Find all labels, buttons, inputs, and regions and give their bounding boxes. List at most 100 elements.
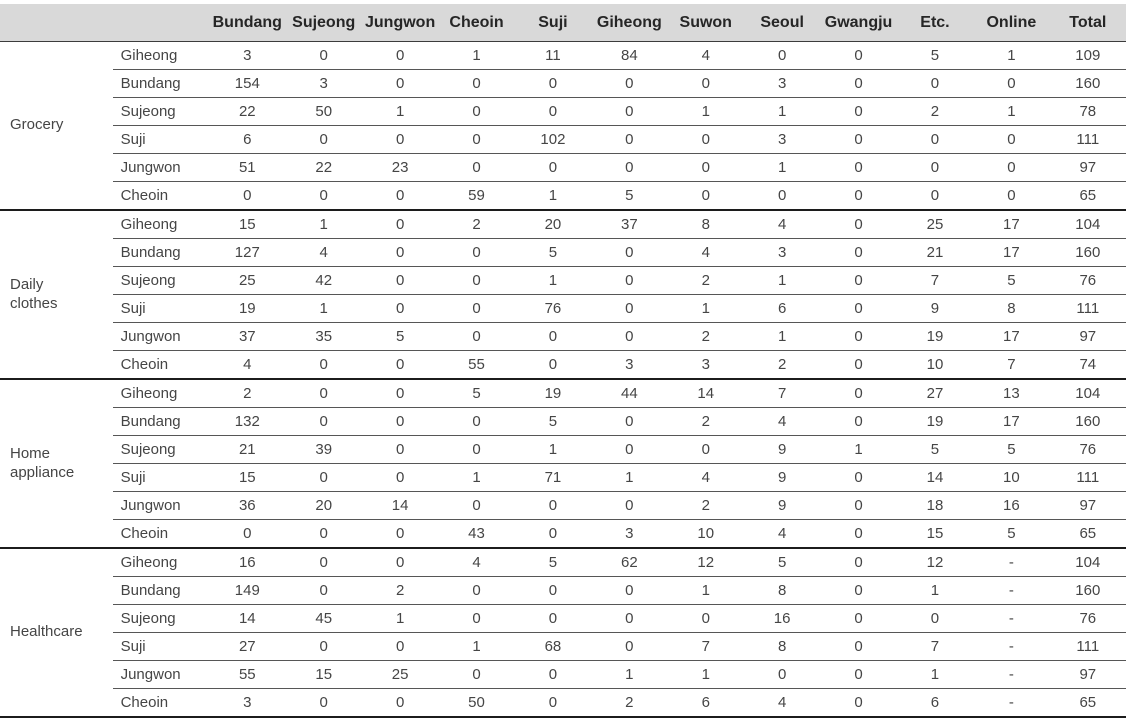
value-cell: 0 xyxy=(361,519,439,549)
value-cell: 1 xyxy=(591,463,668,492)
value-cell: 11 xyxy=(514,41,592,70)
table-row: Grocery Giheong 3 0 0 1 11 84 4 0 0 5 1 109 xyxy=(0,41,1126,211)
table-header: Bundang Sujeong Jungwon Cheoin Suji Giheong Su… xyxy=(0,4,1126,42)
value-cell: 97 xyxy=(1049,491,1126,520)
value-cell: 0 xyxy=(361,688,439,718)
value-cell: 0 xyxy=(820,181,897,211)
value-cell: 1 xyxy=(361,604,439,633)
value-cell: 3 xyxy=(743,125,821,154)
value-cell: 59 xyxy=(438,181,515,211)
value-cell: 97 xyxy=(1049,153,1126,182)
value-cell: 0 xyxy=(820,632,897,661)
value-cell: 160 xyxy=(1049,407,1126,436)
value-cell: - xyxy=(973,688,1050,718)
value-cell: 149 xyxy=(209,576,286,605)
row-label-cell: Cheoin xyxy=(112,350,210,380)
value-cell: 3 xyxy=(667,350,744,380)
value-cell: 5 xyxy=(514,548,592,577)
value-cell: 0 xyxy=(514,491,592,520)
value-cell: 4 xyxy=(743,519,821,549)
value-cell: 0 xyxy=(820,407,897,436)
value-cell: 1 xyxy=(896,576,974,605)
value-cell: 0 xyxy=(591,632,668,661)
table-body: Grocery Giheong 3 0 0 1 11 84 4 0 0 5 1 109 Bundang 154… xyxy=(0,41,1126,718)
value-cell: 10 xyxy=(973,463,1050,492)
value-cell: 4 xyxy=(667,238,744,267)
value-cell: 36 xyxy=(209,491,286,520)
value-cell: 0 xyxy=(285,350,362,380)
value-cell: 160 xyxy=(1049,576,1126,605)
value-cell: 0 xyxy=(667,69,744,98)
value-cell: 76 xyxy=(514,294,592,323)
value-cell: 0 xyxy=(514,97,592,126)
value-cell: 0 xyxy=(820,604,897,633)
value-cell: 97 xyxy=(1049,322,1126,351)
value-cell: 1 xyxy=(743,322,821,351)
value-cell: 78 xyxy=(1049,97,1126,126)
table-row: Bundang 154 3 0 0 0 0 0 3 0 0 0 160 xyxy=(0,69,1126,98)
value-cell: 62 xyxy=(591,548,668,577)
value-cell: 19 xyxy=(209,294,286,323)
value-cell: 8 xyxy=(973,294,1050,323)
value-cell: 4 xyxy=(209,350,286,380)
value-cell: 5 xyxy=(896,435,974,464)
header-row: Bundang Sujeong Jungwon Cheoin Suji Giheong Su… xyxy=(0,4,1126,42)
value-cell: 104 xyxy=(1049,548,1126,577)
value-cell: 5 xyxy=(361,322,439,351)
value-cell: 0 xyxy=(820,688,897,718)
value-cell: 5 xyxy=(743,548,821,577)
value-cell: 0 xyxy=(591,322,668,351)
row-label-cell: Jungwon xyxy=(112,322,210,351)
value-cell: 1 xyxy=(667,97,744,126)
value-cell: 0 xyxy=(591,125,668,154)
value-cell: 0 xyxy=(285,407,362,436)
value-cell: 16 xyxy=(209,548,286,577)
value-cell: 21 xyxy=(209,435,286,464)
value-cell: 19 xyxy=(514,379,592,408)
value-cell: 0 xyxy=(285,379,362,408)
value-cell: 39 xyxy=(285,435,362,464)
table-row: Sujeong 14 45 1 0 0 0 0 16 0 0-76 xyxy=(0,604,1126,633)
row-label-cell: Bundang xyxy=(112,576,210,605)
value-cell: 127 xyxy=(209,238,286,267)
value-cell: 7 xyxy=(743,379,821,408)
value-cell: 1 xyxy=(667,576,744,605)
value-cell: - xyxy=(973,604,1050,633)
value-cell: 76 xyxy=(1049,435,1126,464)
value-cell: 3 xyxy=(743,69,821,98)
value-cell: 76 xyxy=(1049,604,1126,633)
value-cell: 25 xyxy=(209,266,286,295)
value-cell: 1 xyxy=(743,266,821,295)
value-cell: 1 xyxy=(743,153,821,182)
table-row: Sujeong 21 39 0 0 1 0 0 9 1 5 5 76 xyxy=(0,435,1126,464)
value-cell: 0 xyxy=(820,576,897,605)
value-cell: 0 xyxy=(438,153,515,182)
value-cell: 0 xyxy=(209,519,286,549)
value-cell: 27 xyxy=(896,379,974,408)
value-cell: 0 xyxy=(591,153,668,182)
value-cell: 0 xyxy=(820,379,897,408)
table-row: Sujeong 25 42 0 0 1 0 2 1 0 7 5 76 xyxy=(0,266,1126,295)
value-cell: 23 xyxy=(361,153,439,182)
table-row: Cheoin 4 0 0 55 0 3 3 2 0 10 7 74 xyxy=(0,350,1126,380)
row-label-cell: Sujeong xyxy=(112,435,210,464)
category-cell: Home appliance xyxy=(0,379,113,549)
column-header: Suwon xyxy=(667,4,744,42)
value-cell: 7 xyxy=(667,632,744,661)
category-cell: Grocery xyxy=(0,41,113,211)
value-cell: 14 xyxy=(896,463,974,492)
value-cell: 0 xyxy=(514,688,592,718)
value-cell: 4 xyxy=(743,407,821,436)
category-cell: Healthcare xyxy=(0,548,113,718)
value-cell: 16 xyxy=(743,604,821,633)
value-cell: 4 xyxy=(285,238,362,267)
value-cell: 9 xyxy=(743,491,821,520)
value-cell: 4 xyxy=(438,548,515,577)
value-cell: 0 xyxy=(743,181,821,211)
value-cell: 84 xyxy=(591,41,668,70)
value-cell: 0 xyxy=(361,210,439,239)
row-label-cell: Bundang xyxy=(112,238,210,267)
value-cell: 1 xyxy=(285,294,362,323)
value-cell: 7 xyxy=(896,266,974,295)
